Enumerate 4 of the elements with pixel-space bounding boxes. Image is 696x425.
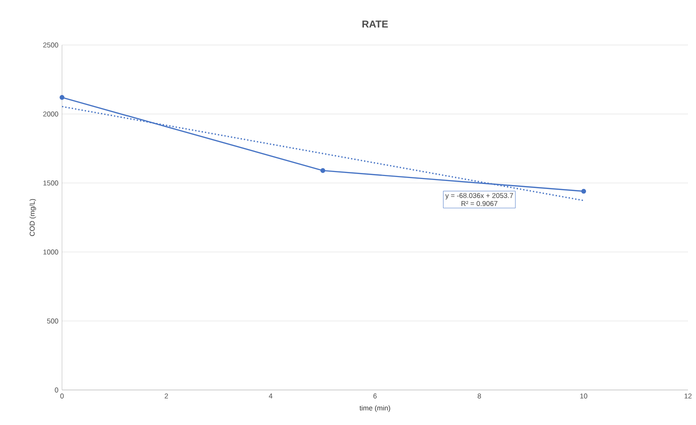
point: [581, 188, 586, 194]
chart-title: RATE: [362, 20, 388, 28]
point: [320, 168, 326, 173]
point: [60, 95, 64, 100]
